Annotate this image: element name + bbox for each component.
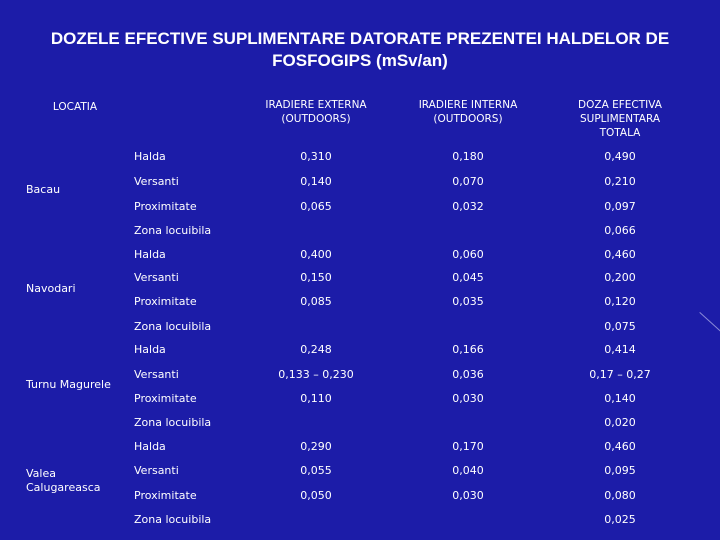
table-row: Halda 0,290 0,170 0,460 xyxy=(134,440,636,453)
table-row: Zona locuibila 0,066 xyxy=(134,224,636,237)
table-row: Proximitate 0,110 0,030 0,140 xyxy=(134,392,636,405)
table-row: Versanti 0,150 0,045 0,200 xyxy=(134,271,636,284)
location-name: Bacau xyxy=(26,183,61,196)
table-row: Zona locuibila 0,075 xyxy=(134,320,636,333)
table-row: Proximitate 0,050 0,030 0,080 xyxy=(134,489,636,502)
header-total: DOZA EFECTIVA SUPLIMENTARA TOTALA xyxy=(578,99,662,139)
location-name: Turnu Magurele xyxy=(26,378,111,391)
table-row: Halda 0,400 0,060 0,460 xyxy=(134,248,636,261)
table-row: Versanti 0,055 0,040 0,095 xyxy=(134,464,636,477)
title-line-2: FOSFOGIPS (mSv/an) xyxy=(272,51,448,70)
page-title: DOZELE EFECTIVE SUPLIMENTARE DATORATE PR… xyxy=(0,28,720,72)
table-row: Proximitate 0,065 0,032 0,097 xyxy=(134,200,636,213)
table-row: Halda 0,248 0,166 0,414 xyxy=(134,343,636,356)
table-row: Halda 0,310 0,180 0,490 xyxy=(134,150,636,163)
location-name: Valea Calugareasca xyxy=(26,467,101,494)
title-line-1: DOZELE EFECTIVE SUPLIMENTARE DATORATE PR… xyxy=(50,29,670,48)
location-name: Navodari xyxy=(26,282,76,295)
header-location: LOCATIA xyxy=(52,101,98,113)
table-row: Zona locuibila 0,020 xyxy=(134,416,636,429)
table-row: Proximitate 0,085 0,035 0,120 xyxy=(134,295,636,308)
table-row: Zona locuibila 0,025 xyxy=(134,513,636,526)
table-row: Versanti 0,140 0,070 0,210 xyxy=(134,175,636,188)
header-external: IRADIERE EXTERNA (OUTDOORS) xyxy=(265,99,367,125)
header-internal: IRADIERE INTERNA (OUTDOORS) xyxy=(418,99,518,125)
table-row: Versanti 0,133 – 0,230 0,036 0,17 – 0,27 xyxy=(134,368,651,381)
